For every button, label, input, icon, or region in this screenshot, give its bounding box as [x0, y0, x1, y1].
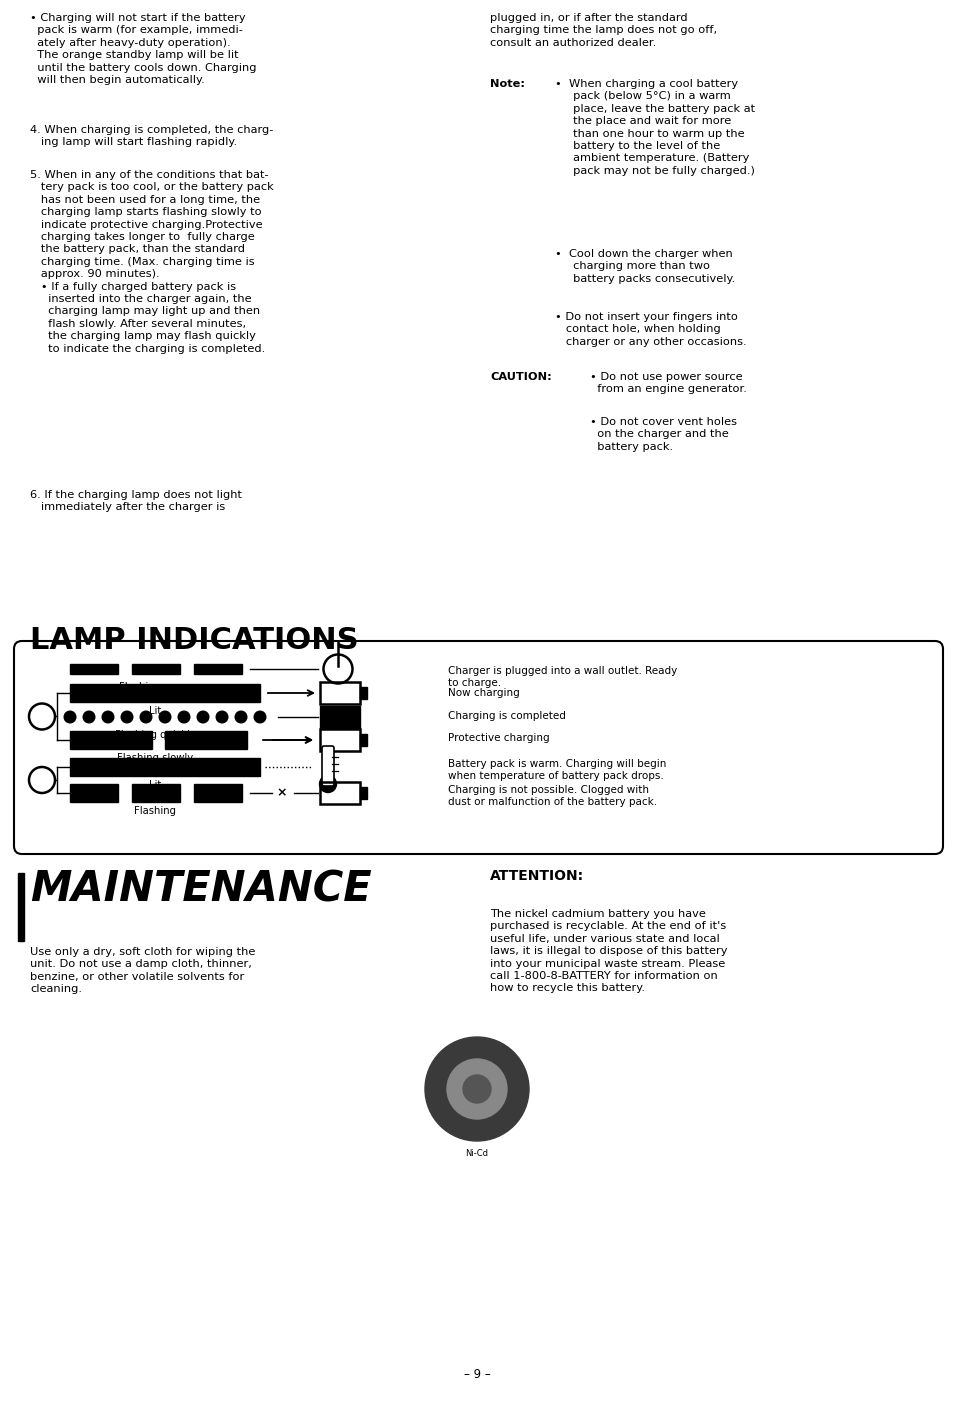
Bar [132, 664, 180, 674]
Circle shape [140, 712, 152, 723]
Bar [319, 682, 359, 703]
Text: Lit: Lit [149, 780, 161, 790]
Text: Charger is plugged into a wall outlet. Ready
to charge.: Charger is plugged into a wall outlet. R… [448, 665, 677, 688]
Text: Charging is not possible. Clogged with
dust or malfunction of the battery pack.: Charging is not possible. Clogged with d… [448, 785, 657, 807]
Circle shape [121, 712, 132, 723]
Circle shape [64, 712, 75, 723]
Text: Flashing: Flashing [133, 806, 175, 815]
Text: Charging is completed: Charging is completed [448, 710, 565, 722]
Circle shape [102, 712, 113, 723]
Circle shape [462, 1075, 491, 1103]
Text: Flashing quickly: Flashing quickly [114, 730, 195, 740]
Text: • Do not use power source
  from an engine generator.: • Do not use power source from an engine… [589, 373, 746, 395]
Bar [70, 785, 118, 801]
Bar [70, 758, 260, 776]
Bar [319, 706, 359, 729]
Text: 5. When in any of the conditions that bat-
   tery pack is too cool, or the batt: 5. When in any of the conditions that ba… [30, 170, 274, 353]
Text: •  When charging a cool battery
     pack (below 5°C) in a warm
     place, leav: • When charging a cool battery pack (bel… [555, 78, 755, 175]
Text: •  Cool down the charger when
     charging more than two
     battery packs con: • Cool down the charger when charging mo… [555, 249, 735, 284]
Bar [70, 664, 118, 674]
Text: ×: × [276, 786, 287, 800]
Bar [165, 731, 247, 748]
Text: • Do not insert your fingers into
   contact hole, when holding
   charger or an: • Do not insert your fingers into contac… [555, 312, 746, 347]
Bar [193, 664, 242, 674]
Text: Ni-Cd: Ni-Cd [465, 1149, 488, 1159]
Text: Use only a dry, soft cloth for wiping the
unit. Do not use a damp cloth, thinner: Use only a dry, soft cloth for wiping th… [30, 947, 255, 995]
Text: LAMP INDICATIONS: LAMP INDICATIONS [30, 626, 358, 656]
Text: Battery pack is warm. Charging will begin
when temperature of battery pack drops: Battery pack is warm. Charging will begi… [448, 759, 666, 780]
Text: • Charging will not start if the battery
  pack is warm (for example, immedi-
  : • Charging will not start if the battery… [30, 13, 256, 85]
Bar [359, 734, 367, 747]
FancyBboxPatch shape [322, 745, 334, 786]
Bar [359, 787, 367, 799]
Circle shape [319, 776, 336, 793]
Circle shape [253, 712, 266, 723]
Circle shape [424, 1037, 529, 1140]
Bar [193, 785, 242, 801]
Bar [70, 731, 152, 748]
Text: Flashing: Flashing [119, 682, 161, 692]
Bar [70, 685, 260, 702]
Text: Lit: Lit [149, 706, 161, 716]
Text: 6. If the charging lamp does not light
   immediately after the charger is: 6. If the charging lamp does not light i… [30, 490, 242, 513]
Bar [132, 785, 180, 801]
Text: The nickel cadmium battery you have
purchased is recyclable. At the end of it's
: The nickel cadmium battery you have purc… [490, 909, 727, 993]
Circle shape [235, 712, 247, 723]
Circle shape [197, 712, 209, 723]
Text: Note:: Note: [490, 78, 524, 90]
Text: • Do not cover vent holes
  on the charger and the
  battery pack.: • Do not cover vent holes on the charger… [589, 417, 737, 451]
Bar [18, 873, 24, 941]
Text: plugged in, or if after the standard
charging time the lamp does not go off,
con: plugged in, or if after the standard cha… [490, 13, 717, 48]
Text: ATTENTION:: ATTENTION: [490, 869, 583, 883]
Text: – 9 –: – 9 – [463, 1367, 490, 1381]
Text: Protective charging: Protective charging [448, 733, 549, 743]
Circle shape [216, 712, 228, 723]
Text: CAUTION:: CAUTION: [490, 373, 551, 382]
Circle shape [83, 712, 94, 723]
Circle shape [447, 1059, 506, 1119]
Text: MAINTENANCE: MAINTENANCE [30, 869, 372, 911]
FancyBboxPatch shape [14, 642, 942, 855]
Circle shape [178, 712, 190, 723]
Bar [359, 686, 367, 699]
Text: Flashing slowly: Flashing slowly [117, 752, 193, 764]
Text: 4. When charging is completed, the charg-
   ing lamp will start flashing rapidl: 4. When charging is completed, the charg… [30, 125, 274, 147]
Bar [319, 729, 359, 751]
Bar [319, 782, 359, 804]
Circle shape [159, 712, 171, 723]
Text: Now charging: Now charging [448, 688, 519, 698]
